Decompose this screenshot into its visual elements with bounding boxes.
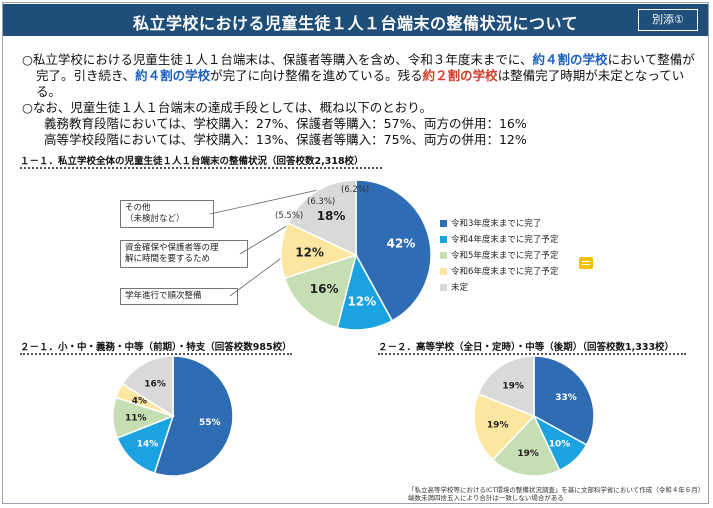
highlight-4wari-a: 約４割の学校 [532, 52, 608, 67]
comment-icon[interactable] [579, 257, 593, 269]
pie-chart-overall: 42% 12% 16% 12% 18% (5.5%) (6.3%) (6.2%) [275, 179, 432, 331]
chart1-title-underline [20, 166, 382, 169]
summary-paragraph-2: ○なお、児童生徒１人１台端末の達成手段としては、概ね以下のとおり。 [22, 100, 433, 115]
summary-text-d: 完了。引き続き、 [36, 68, 136, 83]
chart1-legend-swatch-4 [440, 283, 447, 291]
summary-text-f: が完了に向け整備を進めている。残る [210, 68, 423, 83]
chart1-label-2: 16% [310, 282, 339, 296]
summary-compulsory: 義務教育段階においては、学校購入：27%、保護者等購入：57%、両方の併用：16… [44, 116, 527, 131]
note-funding-line1: 資金確保や保護者等の理 [125, 243, 219, 253]
chart2-slice-0 [153, 355, 234, 477]
note-gradual: 学年進行で順次整備 [120, 288, 238, 305]
chart1-label-4: 18% [317, 209, 346, 223]
summary-paragraph-1: ○私立学校における児童生徒１人１台端末は、保護者等購入を含め、令和３年度末までに… [22, 52, 702, 68]
chart2-label-1: 14% [137, 439, 159, 449]
highlight-2wari: 約２割の学校 [422, 68, 498, 83]
summary-text-h: は整備完了時期が未定となっている。 [36, 68, 685, 99]
chart1-label-1: 12% [347, 294, 376, 308]
chart1-slice-0 [355, 179, 432, 322]
summary-text-c: において整備が [607, 52, 695, 67]
chart1-sub-label-0: (5.5%) [275, 211, 303, 221]
attachment-badge: 別添① [638, 9, 698, 31]
chart2-slice-4 [121, 355, 174, 418]
highlight-4wari-b: 約４割の学校 [135, 68, 211, 83]
chart2-title: ２－１．小・中・義務・中等（前期）・特支（回答校数985校） [20, 342, 292, 353]
chart1-legend-label-4: 未定 [451, 283, 469, 293]
header-bar: 私立学校における児童生徒１人１台端末の整備状況について 別添① [3, 4, 708, 36]
page-title: 私立学校における児童生徒１人１台端末の整備状況について [132, 14, 579, 33]
chart3-label-1: 10% [549, 439, 571, 449]
chart1-legend-label-3: 令和6年度末までに完了予定 [451, 267, 559, 277]
note-other: その他 （未検討など） [120, 200, 214, 228]
chart2-title-underline [20, 352, 292, 355]
chart3-title-underline [378, 352, 686, 355]
footnote: 「私立高等学校等におけるICT環境の整備状況調査」を基に文部科学省において作成（… [408, 486, 708, 502]
summary-text-a: ○私立学校における児童生徒１人１台端末は、保護者等購入を含め、令和３年度末までに… [22, 52, 533, 67]
chart1-label-0: 42% [387, 237, 416, 251]
chart1-title: １－１．私立学校全体の児童生徒１人１台端末の整備状況（回答校数2,318校） [20, 156, 364, 167]
footnote-line1: 「私立高等学校等におけるICT環境の整備状況調査」を基に文部科学省において作成（… [408, 486, 705, 494]
chart1-legend-item-1: 令和4年度末までに完了予定 [440, 231, 558, 247]
slide-frame [2, 2, 709, 504]
summary-paragraph-1-cont: 完了。引き続き、約４割の学校が完了に向け整備を進めている。残る約２割の学校は整備… [22, 68, 702, 100]
chart1-legend-item-4: 未定 [440, 279, 558, 295]
chart1-legend-item-2: 令和5年度末までに完了予定 [440, 247, 558, 263]
chart3-label-0: 33% [555, 393, 577, 403]
chart3-label-4: 19% [502, 381, 524, 391]
note-funding-line2: 解に時間を要するため [125, 254, 211, 264]
chart3-title: ２－２．高等学校（全日・定時）・中等（後期）（回答校数1,333校） [378, 342, 675, 353]
chart1-legend-swatch-2 [440, 251, 447, 259]
chart3-label-2: 19% [517, 449, 539, 459]
chart1-legend-swatch-1 [440, 235, 447, 243]
note-other-line2: （未検討など） [125, 214, 185, 224]
chart1-legend-label-1: 令和4年度末までに完了予定 [451, 235, 559, 245]
chart2-label-3: 4% [132, 396, 147, 406]
summary-text: ○私立学校における児童生徒１人１台端末は、保護者等購入を含め、令和３年度末までに… [22, 52, 702, 148]
chart3-slice-4 [477, 355, 535, 418]
chart1-slice-4 [287, 179, 357, 257]
chart1-label-3: 12% [295, 245, 324, 259]
chart2-label-2: 11% [125, 413, 147, 423]
pie-chart-compulsory: 55% 14% 11% 4% 16% [112, 355, 234, 477]
chart2-label-0: 55% [199, 418, 221, 428]
chart1-legend-item-3: 令和6年度末までに完了予定 [440, 263, 558, 279]
note-gradual-text: 学年進行で順次整備 [125, 291, 202, 301]
note-other-line1: その他 [125, 203, 151, 213]
chart1-legend-label-0: 令和3年度末までに完了 [451, 219, 542, 229]
note-funding: 資金確保や保護者等の理 解に時間を要するため [120, 240, 248, 268]
chart3-slice-0 [533, 355, 595, 446]
chart3-slice-2 [491, 414, 561, 477]
chart1-legend-swatch-3 [440, 267, 447, 275]
chart1-legend: 令和3年度末までに完了令和4年度末までに完了予定 令和5年度末までに完了予定 令和6… [440, 215, 558, 295]
chart2-slice-1 [116, 414, 175, 475]
chart1-sub-label-2: (6.2%) [341, 185, 369, 195]
chart1-legend-item-0: 令和3年度末までに完了 [440, 215, 558, 231]
summary-highschool: 高等学校段階においては、学校購入：13%、保護者等購入：75%、両方の併用：12… [44, 132, 527, 147]
chart2-label-4: 16% [144, 380, 166, 390]
pie-chart-highschool: 33% 10% 19% 19% 19% [473, 355, 595, 477]
chart1-legend-label-2: 令和5年度末までに完了予定 [451, 251, 559, 261]
chart3-label-3: 19% [487, 420, 509, 430]
chart1-sub-label-1: (6.3%) [307, 197, 335, 207]
footnote-line2: 端数未満四捨五入により合計は一致しない場合がある [408, 494, 564, 502]
chart1-legend-swatch-0 [440, 219, 447, 227]
